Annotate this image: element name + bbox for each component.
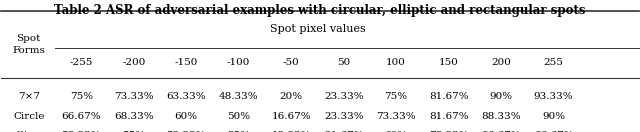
Text: 66.67%: 66.67% [61, 112, 101, 121]
Text: 81.67%: 81.67% [429, 112, 468, 121]
Text: 88.33%: 88.33% [481, 112, 521, 121]
Text: 58.33%: 58.33% [61, 131, 101, 132]
Text: 60%: 60% [175, 112, 198, 121]
Text: -200: -200 [122, 58, 145, 67]
Text: 68.33%: 68.33% [114, 112, 154, 121]
Text: 48.33%: 48.33% [219, 92, 259, 101]
Text: 90%: 90% [490, 92, 513, 101]
Text: 13.33%: 13.33% [271, 131, 311, 132]
Text: 7×7: 7×7 [18, 92, 40, 101]
Text: 63.33%: 63.33% [166, 92, 206, 101]
Text: 93.33%: 93.33% [534, 92, 573, 101]
Text: 150: 150 [438, 58, 459, 67]
Text: 53.33%: 53.33% [166, 131, 206, 132]
Text: Table 2 ASR of adversarial examples with circular, elliptic and rectangular spot: Table 2 ASR of adversarial examples with… [54, 4, 586, 17]
Text: 23.33%: 23.33% [324, 92, 364, 101]
Text: -150: -150 [175, 58, 198, 67]
Text: -100: -100 [227, 58, 250, 67]
Text: Spot
Forms: Spot Forms [12, 34, 45, 55]
Text: 23.33%: 23.33% [324, 112, 364, 121]
Text: 50: 50 [337, 58, 350, 67]
Text: Spot pixel values: Spot pixel values [269, 24, 365, 34]
Text: 255: 255 [543, 58, 564, 67]
Text: 86.67%: 86.67% [481, 131, 521, 132]
Text: 90%: 90% [542, 112, 565, 121]
Text: 60%: 60% [385, 131, 408, 132]
Text: 21.67%: 21.67% [324, 131, 364, 132]
Text: 20%: 20% [280, 92, 303, 101]
Text: 200: 200 [491, 58, 511, 67]
Text: 78.33%: 78.33% [429, 131, 468, 132]
Text: 35%: 35% [227, 131, 250, 132]
Text: 75%: 75% [70, 92, 93, 101]
Text: ellipse: ellipse [12, 131, 46, 132]
Text: 73.33%: 73.33% [114, 92, 154, 101]
Text: 55%: 55% [122, 131, 145, 132]
Text: 100: 100 [386, 58, 406, 67]
Text: 86.67%: 86.67% [534, 131, 573, 132]
Text: 73.33%: 73.33% [376, 112, 416, 121]
Text: 81.67%: 81.67% [429, 92, 468, 101]
Text: -255: -255 [70, 58, 93, 67]
Text: Circle: Circle [13, 112, 45, 121]
Text: 16.67%: 16.67% [271, 112, 311, 121]
Text: 75%: 75% [385, 92, 408, 101]
Text: 50%: 50% [227, 112, 250, 121]
Text: -50: -50 [283, 58, 300, 67]
